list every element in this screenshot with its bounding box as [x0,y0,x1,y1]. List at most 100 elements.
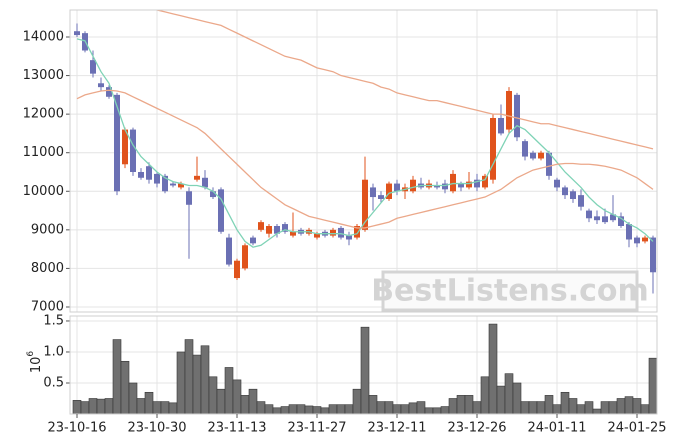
volume-bar [624,396,634,415]
volume-bar [280,406,290,415]
volume-bar [640,404,650,415]
volume-bar [456,395,466,415]
volume-bar [96,398,106,415]
candle-body [498,117,504,134]
candle-body [154,173,160,184]
panel-frame [69,9,658,313]
volume-bar [208,376,218,415]
x-tick-label: 23-10-30 [127,421,186,436]
volume-bar [352,388,362,415]
candle-body [258,222,264,230]
volume-bar [480,376,490,415]
volume-bar [112,339,122,415]
candle-body [530,152,536,159]
volume-bar [264,404,274,415]
y-tick-label: 7000 [31,299,64,314]
candle-body [514,94,520,138]
candle-body [282,224,288,232]
candle-body [266,225,272,234]
moving-average-line [155,10,654,150]
multiplier-label: 106 [26,351,44,374]
volume-bar [160,401,170,415]
volume-bar [216,388,226,415]
candle-body [330,229,336,236]
volume-bar [288,404,298,415]
volume-bar [408,402,418,415]
volume-bar [464,395,474,415]
candle-body [602,216,608,223]
volume-bar [504,373,514,415]
volume-bar [392,404,402,415]
candle-body [370,187,376,198]
volume-bar [336,404,346,415]
candle-body [138,171,144,178]
candle-body [482,175,488,188]
volume-bar [72,400,82,415]
volume-bar [248,388,258,415]
candle-body [218,189,224,232]
multiplier-base: 10 [29,357,44,374]
candle-body [434,185,440,188]
volume-bar [608,401,618,415]
x-tick-label: 23-11-13 [207,421,266,436]
volume-bar [296,404,306,415]
volume-bar [360,326,370,415]
candle-body [170,183,176,186]
volume-bar [136,398,146,415]
volume-bar [232,379,242,415]
candle-body [610,214,616,221]
x-tick-label: 24-01-25 [607,421,666,436]
volume-bar [448,398,458,415]
volume-bar [584,401,594,415]
volume-bar [632,398,642,415]
x-tick-label: 23-12-11 [367,421,426,436]
moving-average-line [76,38,654,248]
volume-bar [616,398,626,415]
volume-bar [184,339,194,415]
candle-body [314,233,320,238]
moving-average-line [76,89,654,229]
volume-bar [368,395,378,415]
candle-body [394,183,400,192]
candle-body [650,237,656,273]
candle-body [90,60,96,74]
volume-bar [568,398,578,415]
volume-bar [600,401,610,415]
candle-body [618,216,624,226]
candle-body [586,210,592,219]
candle-body [538,152,544,159]
candle-body [490,117,496,180]
candle-body [250,237,256,244]
volume-bar [440,406,450,415]
candle-body [578,195,584,207]
volume-bar [552,404,562,415]
volume-plot [70,316,658,415]
candle-body [626,224,632,240]
volume-bar [432,407,442,415]
volume-bar [320,407,330,415]
candle-body [274,225,280,234]
x-tick-label: 23-12-26 [447,421,506,436]
panel-frame [69,315,658,415]
candle-body [562,187,568,196]
y-tick-label: 0.5 [43,375,64,390]
watermark: BestListens.com [371,274,649,309]
volume-bar [592,408,602,415]
volume-bar [424,407,434,415]
volume-bar [200,345,210,415]
candle-body [594,216,600,221]
volume-bar [312,406,322,415]
candle-body [242,245,248,269]
candle-body [74,31,80,36]
candle-body [162,175,168,192]
candle-body [290,231,296,236]
candle-body [346,235,352,240]
x-tick-label: 24-01-11 [527,421,586,436]
volume-bar [272,407,282,415]
volume-bar [576,404,586,415]
y-tick-label: 1.0 [43,344,64,359]
volume-bar [152,401,162,415]
candle-body [178,183,184,188]
y-tick-label: 8000 [31,261,64,276]
